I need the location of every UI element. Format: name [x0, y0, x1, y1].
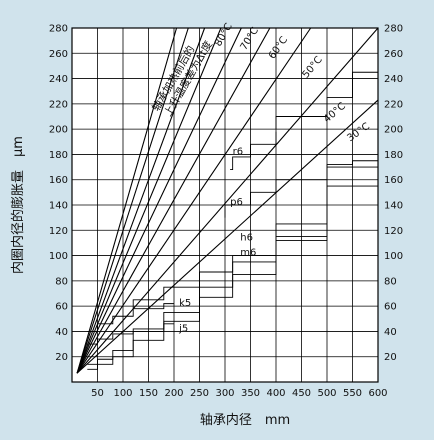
temperature-line-7	[76, 27, 189, 374]
x-tick-label-11: 600	[368, 388, 387, 399]
x-tick-label-9: 500	[317, 388, 336, 399]
temperature-line-5	[76, 27, 222, 374]
temperature-line-3	[76, 27, 271, 374]
y-tick-left-7: 160	[49, 175, 68, 186]
x-tick-label-7: 400	[266, 388, 285, 399]
temperature-line-4	[76, 27, 242, 374]
y-tick-right-11: 240	[384, 74, 403, 85]
x-tick-label-6: 350	[241, 388, 260, 399]
curve-label-10: k5	[179, 298, 191, 309]
y-tick-left-2: 60	[55, 302, 68, 313]
y-tick-left-8: 180	[49, 150, 68, 161]
temperature-line-8	[76, 27, 178, 374]
temperature-lines	[76, 27, 379, 374]
y-tick-right-6: 140	[384, 201, 403, 212]
x-tick-label-2: 150	[139, 388, 158, 399]
y-tick-right-7: 160	[384, 175, 403, 186]
y-tick-right-0: 20	[384, 352, 397, 363]
tick-labels: 50 100 150 200 250 300 350 400 450 500 550 600 20 40 6…	[49, 24, 403, 400]
y-tick-left-13: 280	[49, 24, 68, 35]
y-tick-right-4: 100	[384, 251, 403, 262]
y-tick-right-13: 280	[384, 24, 403, 35]
x-tick-label-8: 450	[292, 388, 311, 399]
x-tick-label-10: 550	[343, 388, 362, 399]
y-tick-right-2: 60	[384, 302, 397, 313]
curve-label-6: r6	[233, 146, 243, 157]
y-tick-left-10: 220	[49, 99, 68, 110]
y-tick-left-5: 120	[49, 226, 68, 237]
x-tick-label-1: 100	[113, 388, 132, 399]
fit-curve-8	[224, 191, 276, 218]
curve-label-11: j5	[178, 323, 188, 334]
temperature-line-6	[76, 27, 206, 374]
temperature-line-1	[76, 27, 379, 374]
fit-curve-4	[87, 303, 174, 332]
y-tick-right-8: 180	[384, 150, 403, 161]
y-tick-right-10: 220	[384, 99, 403, 110]
y-tick-right-1: 40	[384, 327, 397, 338]
y-axis-title: 内圈内径的膨胀量 μm	[10, 136, 26, 274]
curve-label-8: h6	[240, 232, 253, 243]
y-tick-left-0: 20	[55, 352, 68, 363]
curve-label-9: m6	[240, 248, 256, 259]
fit-curve-2	[87, 166, 378, 365]
fit-curve-7	[275, 160, 378, 193]
y-tick-right-3: 80	[384, 276, 397, 287]
y-tick-left-4: 100	[49, 251, 68, 262]
y-tick-right-5: 120	[384, 226, 403, 237]
y-tick-left-12: 260	[49, 49, 68, 60]
y-tick-right-9: 200	[384, 125, 403, 136]
x-tick-label-4: 250	[190, 388, 209, 399]
temperature-line-0	[76, 99, 379, 374]
x-tick-label-5: 300	[215, 388, 234, 399]
y-tick-left-11: 240	[49, 74, 68, 85]
curve-label-7: p6	[230, 197, 243, 208]
x-axis-title: 轴承内径 mm	[200, 412, 290, 428]
y-tick-left-1: 40	[55, 327, 68, 338]
fit-curve-6	[275, 71, 378, 130]
y-tick-left-6: 140	[49, 201, 68, 212]
y-tick-left-3: 80	[55, 276, 68, 287]
y-tick-left-9: 200	[49, 125, 68, 136]
fit-curve-3	[87, 185, 378, 370]
x-tick-label-3: 200	[164, 388, 183, 399]
temperature-line-2	[76, 27, 312, 374]
fit-curve-5	[87, 323, 174, 345]
y-tick-right-12: 260	[384, 49, 403, 60]
x-tick-label-0: 50	[91, 388, 104, 399]
